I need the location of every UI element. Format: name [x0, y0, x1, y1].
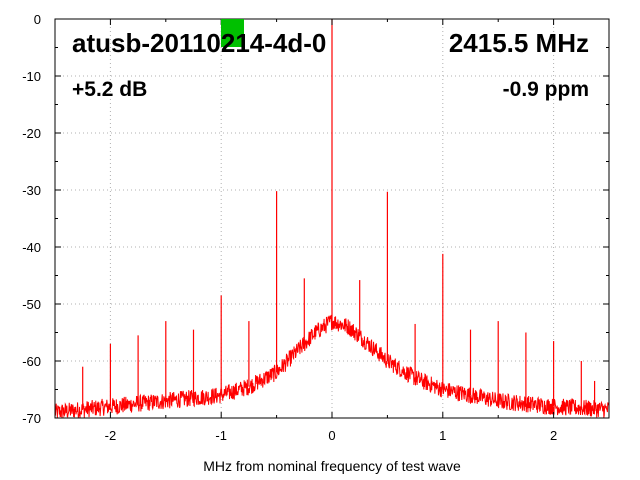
x-tick-label: -1	[215, 428, 227, 443]
tick-labels: -2 -1 0 1 20-10-20-30-40-50-60-70	[22, 12, 557, 443]
frequency-label: 2415.5 MHz	[449, 28, 589, 58]
y-tick-label: 0	[34, 12, 41, 27]
y-tick-label: -40	[22, 240, 41, 255]
device-label: atusb-20110214-4d-0	[72, 28, 326, 58]
x-tick-label: 2	[550, 428, 557, 443]
y-tick-label: -30	[22, 183, 41, 198]
noise-trace	[54, 314, 610, 419]
x-axis-label: MHz from nominal frequency of test wave	[203, 458, 461, 474]
spectrum-trace	[54, 19, 610, 419]
ppm-label: -0.9 ppm	[503, 78, 589, 101]
x-tick-label: 1	[439, 428, 446, 443]
axis-ticks	[54, 18, 610, 419]
gain-label: +5.2 dB	[72, 78, 147, 101]
y-tick-label: -60	[22, 354, 41, 369]
status-marker	[221, 19, 244, 47]
x-tick-label: -2	[105, 428, 117, 443]
x-tick-label: 0	[328, 428, 335, 443]
y-tick-label: -20	[22, 126, 41, 141]
y-tick-label: -70	[22, 411, 41, 426]
y-tick-label: -50	[22, 297, 41, 312]
y-tick-label: -10	[22, 69, 41, 84]
